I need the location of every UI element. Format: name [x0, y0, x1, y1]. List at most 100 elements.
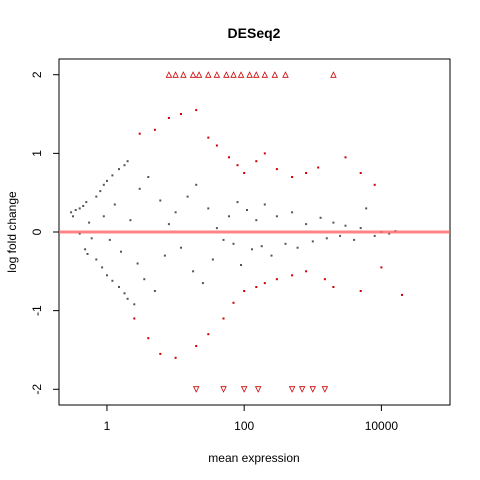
gene-point — [255, 219, 258, 222]
gene-point — [129, 219, 132, 222]
significant-gene-point — [232, 301, 235, 304]
gene-point — [296, 246, 299, 249]
clipped-gene-marker — [288, 386, 296, 393]
gene-point — [263, 203, 266, 206]
gene-point — [291, 211, 294, 214]
gene-point — [85, 201, 88, 204]
clipped-gene-marker — [213, 71, 221, 78]
significant-gene-point — [359, 290, 362, 292]
gene-point — [143, 278, 146, 281]
gene-point — [353, 238, 356, 241]
y-tick-label: 0 — [30, 228, 44, 235]
x-tick-label: 10000 — [365, 419, 399, 433]
gene-point — [78, 207, 81, 210]
gene-point — [123, 164, 126, 167]
gene-point — [133, 303, 136, 306]
significant-gene-point — [380, 266, 383, 269]
gene-point — [111, 174, 114, 177]
gene-point — [211, 258, 214, 261]
gene-point — [126, 160, 129, 163]
clipped-gene-marker — [282, 71, 289, 78]
significant-gene-point — [236, 164, 239, 167]
gene-point — [222, 238, 225, 241]
significant-gene-point — [373, 183, 376, 186]
clipped-gene-marker — [254, 386, 262, 393]
significant-gene-point — [222, 317, 225, 320]
y-tick-label: -1 — [30, 305, 44, 316]
clipped-gene-marker — [271, 71, 279, 78]
gene-point — [86, 253, 89, 255]
x-axis: 1 100 10000 — [104, 405, 399, 433]
significant-gene-point — [332, 286, 335, 288]
x-tick-label: 100 — [234, 419, 254, 433]
gene-point — [101, 266, 104, 269]
gene-point — [106, 274, 108, 277]
significant-gene-point — [228, 156, 230, 159]
gene-point — [163, 254, 166, 257]
y-axis-label: log fold change — [5, 191, 19, 273]
gene-point — [195, 183, 198, 186]
gene-point — [84, 248, 87, 251]
clipped-gene-marker — [309, 386, 317, 393]
gene-point — [186, 195, 189, 198]
clipped-gene-marker — [240, 386, 248, 393]
clipped-gene-marker — [230, 71, 237, 78]
clipped-gene-marker — [237, 71, 245, 78]
gene-point — [106, 179, 108, 182]
gene-point — [113, 203, 116, 206]
gene-point — [102, 215, 105, 218]
significant-gene-point — [344, 156, 347, 159]
gene-point — [215, 227, 218, 230]
significant-gene-point — [174, 356, 177, 359]
clipped-gene-marker — [330, 71, 337, 78]
gene-point — [72, 215, 74, 218]
gene-point — [339, 234, 342, 237]
y-axis: -2 -1 0 1 2 — [30, 71, 59, 395]
gene-point — [167, 223, 170, 226]
gene-point — [270, 254, 273, 257]
gene-point — [311, 240, 314, 243]
gene-point — [123, 292, 126, 295]
gene-point — [78, 232, 81, 235]
clipped-gene-marker — [172, 71, 179, 78]
gene-point — [153, 290, 156, 292]
significant-gene-point — [291, 274, 294, 277]
significant-gene-point — [243, 290, 246, 292]
significant-gene-point — [207, 136, 210, 139]
y-tick-label: -2 — [30, 384, 44, 395]
significant-gene-point — [133, 317, 136, 320]
significant-gene-point — [243, 172, 246, 174]
significant-gene-point — [207, 333, 210, 336]
clipped-gene-marker — [205, 71, 212, 78]
gene-point — [332, 221, 335, 224]
clipped-gene-marker — [261, 71, 269, 78]
gene-point — [319, 216, 322, 219]
significant-gene-point — [195, 345, 198, 347]
gene-point — [159, 199, 162, 202]
gene-point — [118, 286, 120, 288]
clipped-gene-marker — [195, 71, 203, 78]
clipped-gene-marker — [253, 71, 260, 78]
gene-point — [147, 176, 150, 178]
gene-point — [236, 201, 239, 204]
significant-gene-point — [180, 113, 182, 115]
gene-point — [359, 227, 362, 230]
significant-gene-point — [167, 117, 170, 119]
gene-point — [373, 234, 376, 237]
significant-gene-point — [138, 132, 141, 135]
significant-gene-point — [401, 293, 403, 296]
gene-point — [95, 195, 98, 198]
gene-point — [102, 183, 105, 186]
chart-title: DESeq2 — [228, 25, 281, 41]
significant-gene-point — [153, 128, 156, 131]
clipped-gene-marker — [189, 71, 197, 78]
clipped-gene-marker — [192, 386, 200, 393]
gene-point — [108, 238, 111, 241]
significant-gene-point — [317, 166, 320, 169]
significant-gene-point — [291, 176, 294, 178]
gene-point — [120, 250, 122, 253]
significant-gene-point — [275, 278, 278, 281]
y-tick-label: 2 — [30, 71, 44, 78]
